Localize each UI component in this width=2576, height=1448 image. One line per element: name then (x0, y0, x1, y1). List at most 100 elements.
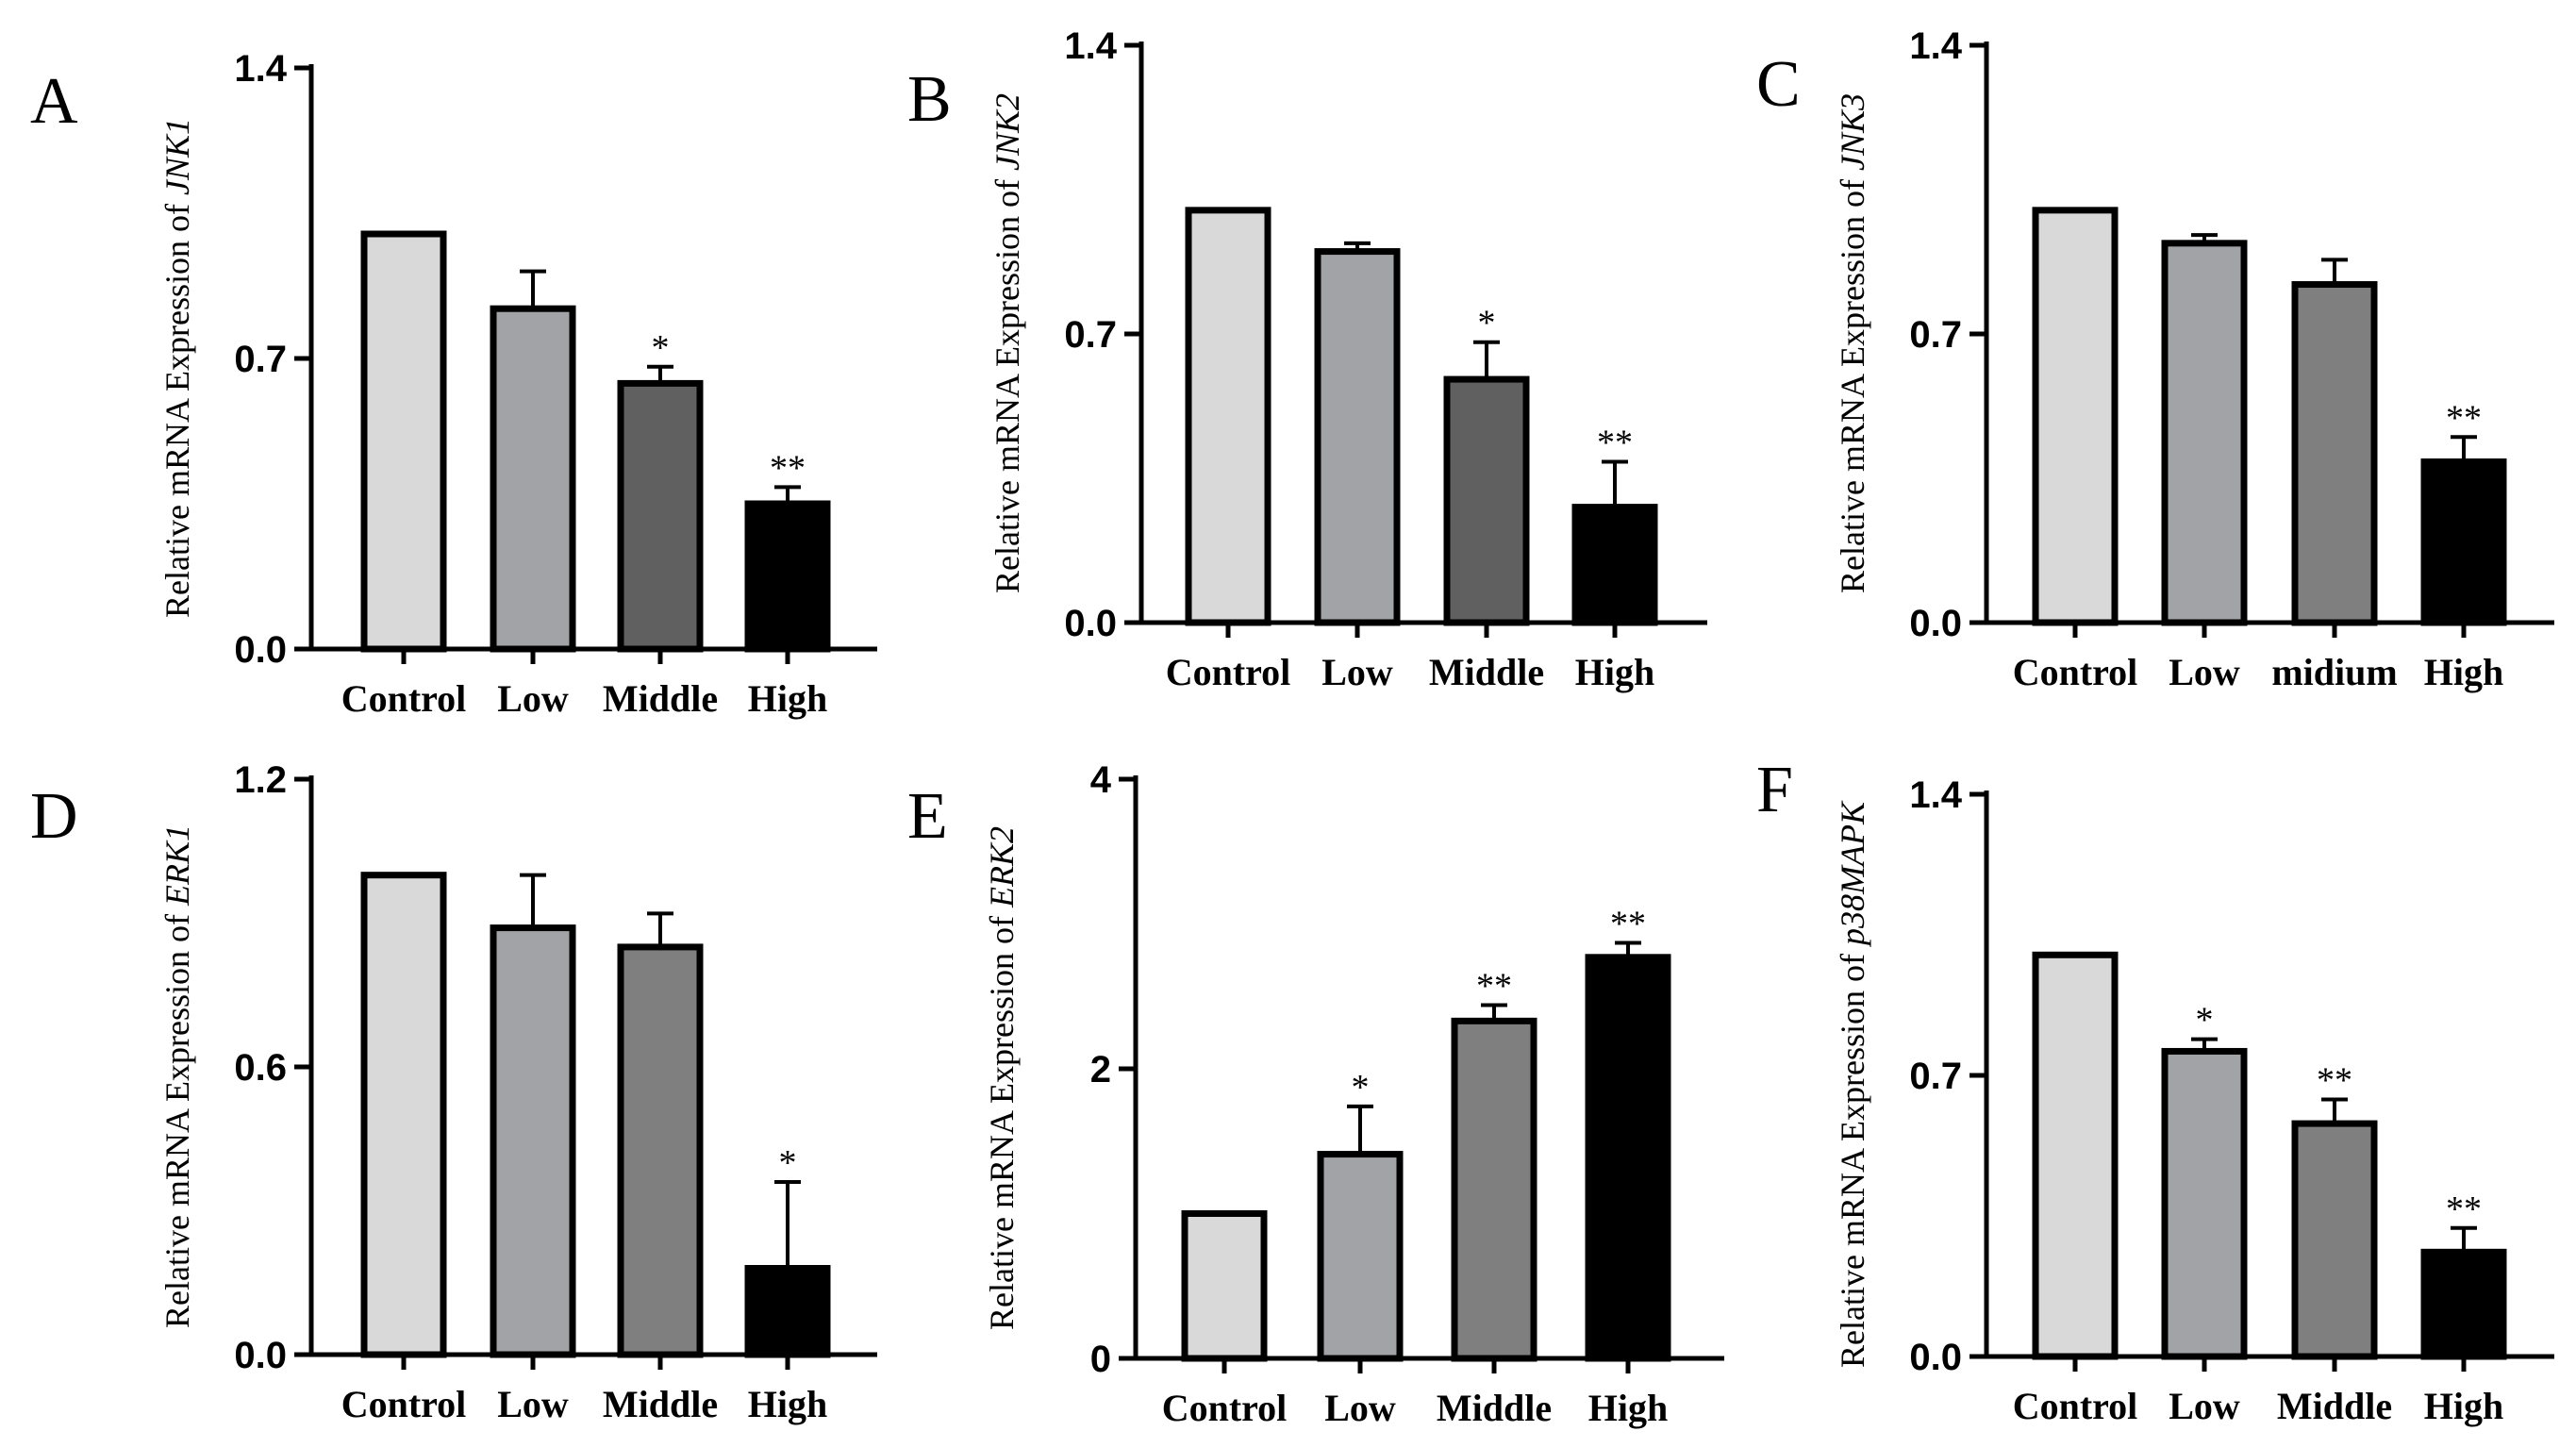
bar-high (1571, 504, 1658, 626)
significance-mark: * (2196, 1001, 2214, 1040)
bar-control (360, 230, 447, 653)
bar-middle (617, 379, 704, 653)
x-tick-label: Low (1321, 651, 1393, 693)
y-tick-label: 0.0 (1064, 603, 1117, 644)
y-tick-label: 1.4 (234, 48, 287, 90)
x-tick-label: High (1575, 651, 1654, 693)
y-axis-title-prefix: Relative mRNA Expression of (158, 195, 196, 618)
y-tick-label: 0.0 (1909, 1337, 1962, 1378)
x-tick-label: Control (2013, 1385, 2138, 1427)
x-tick-label: Middle (603, 677, 718, 720)
significance-mark: * (1478, 304, 1496, 343)
y-tick-label: 0.6 (234, 1047, 287, 1089)
bar-high (2420, 458, 2507, 626)
y-axis-title-gene: JNK3 (1834, 93, 1871, 171)
y-tick-label: 0.7 (1909, 314, 1962, 356)
y-axis-title-gene: ERK2 (983, 826, 1021, 908)
y-axis-title: Relative mRNA Expression of JNK3 (1834, 93, 1871, 593)
bar-control (1185, 207, 1271, 626)
bar-low (490, 305, 576, 653)
bar-control (360, 872, 447, 1358)
x-tick-label: High (2424, 651, 2503, 693)
panel-label: F (1756, 754, 1793, 826)
significance-mark: ** (770, 448, 806, 488)
x-tick-label: Low (1324, 1387, 1396, 1429)
panel-label: B (907, 63, 952, 136)
x-tick-label: High (2424, 1385, 2503, 1427)
y-tick-label: 1.4 (1064, 25, 1117, 67)
x-tick-label: Control (341, 677, 467, 720)
bar-middle (1443, 375, 1530, 626)
y-axis-title: Relative mRNA Expression of ERK1 (158, 824, 196, 1328)
y-tick-label: 1.4 (1909, 25, 1962, 67)
x-tick-label: High (748, 677, 827, 720)
bar-high (2420, 1248, 2507, 1360)
y-axis-title: Relative mRNA Expression of ERK2 (983, 826, 1021, 1330)
x-tick-label: Middle (1429, 651, 1544, 693)
bar-low (1317, 1151, 1404, 1362)
y-axis-title-prefix: Relative mRNA Expression of (1834, 945, 1871, 1368)
y-tick-label: 0.0 (234, 1335, 287, 1376)
bar-middle (2291, 1120, 2378, 1360)
y-tick-label: 0.0 (1909, 603, 1962, 644)
panel-label: A (30, 65, 78, 138)
y-axis-title-gene: JNK2 (989, 93, 1026, 171)
panel-label: E (907, 780, 948, 853)
x-tick-label: Middle (603, 1383, 718, 1425)
y-axis-title: Relative mRNA Expression of p38MAPK (1834, 800, 1871, 1368)
y-axis-title-gene: ERK1 (158, 824, 196, 907)
significance-mark: ** (1610, 904, 1646, 943)
significance-mark: ** (1597, 424, 1633, 463)
bar-control (2032, 207, 2119, 626)
y-axis-title-prefix: Relative mRNA Expression of (989, 171, 1026, 593)
significance-mark: * (652, 328, 670, 368)
y-axis-title-gene: p38MAPK (1834, 800, 1871, 948)
y-axis-title-gene: JNK1 (158, 118, 196, 195)
y-tick-label: 4 (1090, 759, 1112, 801)
bar-midium (2291, 281, 2378, 626)
bar-low (490, 924, 576, 1358)
y-tick-label: 0.7 (1909, 1056, 1962, 1097)
x-tick-label: Middle (2277, 1385, 2392, 1427)
significance-mark: ** (1476, 966, 1512, 1006)
y-tick-label: 0 (1090, 1339, 1111, 1380)
bar-middle (617, 943, 704, 1358)
y-axis-title-prefix: Relative mRNA Expression of (158, 906, 196, 1328)
bar-low (1314, 248, 1401, 626)
x-tick-label: High (1588, 1387, 1668, 1429)
significance-mark: ** (2446, 1190, 2482, 1229)
y-axis-title-prefix: Relative mRNA Expression of (1834, 171, 1871, 593)
x-tick-label: High (748, 1383, 827, 1425)
bar-low (2161, 240, 2248, 626)
panel-label: C (1756, 48, 1801, 121)
bar-high (744, 500, 831, 653)
bar-control (2032, 951, 2119, 1360)
y-axis-title: Relative mRNA Expression of JNK1 (158, 118, 196, 618)
x-tick-label: Low (2169, 651, 2240, 693)
x-tick-label: Control (1162, 1387, 1288, 1429)
bar-high (1585, 954, 1671, 1362)
significance-mark: ** (2317, 1061, 2352, 1101)
y-axis-title: Relative mRNA Expression of JNK2 (989, 93, 1026, 593)
y-tick-label: 1.2 (234, 759, 287, 801)
significance-mark: ** (2446, 398, 2482, 438)
y-axis-title-prefix: Relative mRNA Expression of (983, 907, 1021, 1330)
y-tick-label: 0.7 (234, 339, 287, 380)
y-tick-label: 0.0 (234, 629, 287, 671)
x-tick-label: Low (2169, 1385, 2240, 1427)
significance-mark: * (1352, 1068, 1370, 1107)
x-tick-label: Control (341, 1383, 467, 1425)
x-tick-label: Low (497, 1383, 569, 1425)
bar-low (2161, 1047, 2248, 1360)
bar-high (744, 1265, 831, 1358)
x-tick-label: Control (2013, 651, 2138, 693)
x-tick-label: Control (1166, 651, 1291, 693)
y-tick-label: 1.4 (1909, 774, 1962, 816)
bar-middle (1451, 1017, 1537, 1362)
x-tick-label: Low (497, 677, 569, 720)
x-tick-label: Middle (1437, 1387, 1552, 1429)
x-tick-label: midium (2271, 651, 2397, 693)
bar-control (1181, 1210, 1268, 1362)
panel-label: D (30, 780, 78, 853)
